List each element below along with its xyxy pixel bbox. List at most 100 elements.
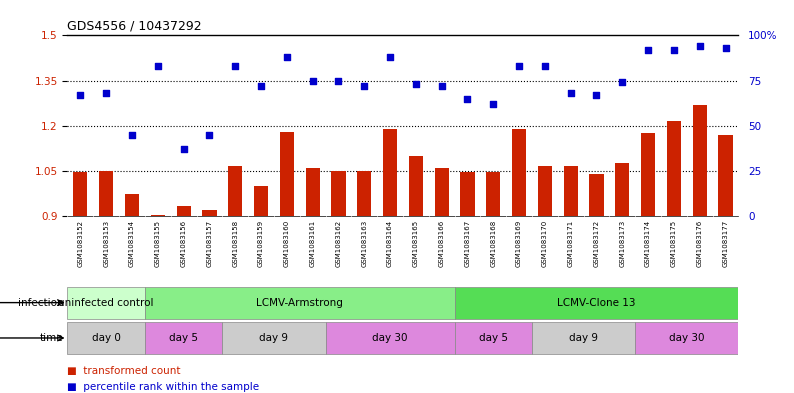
Bar [331, 171, 345, 216]
Bar [306, 168, 320, 216]
Text: GSM1083154: GSM1083154 [129, 220, 135, 266]
Text: uninfected control: uninfected control [59, 298, 154, 308]
Point [642, 47, 654, 53]
Text: GSM1083164: GSM1083164 [387, 220, 393, 267]
Point [358, 83, 371, 89]
Bar [512, 129, 526, 216]
Point [461, 95, 474, 102]
Point [513, 63, 526, 69]
Point [616, 79, 629, 86]
Bar [383, 129, 397, 216]
Text: GSM1083157: GSM1083157 [206, 220, 213, 267]
Text: GSM1083152: GSM1083152 [77, 220, 83, 266]
Point [668, 47, 680, 53]
Text: day 5: day 5 [479, 333, 508, 343]
Text: GSM1083153: GSM1083153 [103, 220, 110, 267]
Text: LCMV-Armstrong: LCMV-Armstrong [256, 298, 343, 308]
Text: GSM1083170: GSM1083170 [542, 220, 548, 267]
Bar [409, 156, 423, 216]
Point [125, 132, 138, 138]
Text: GSM1083169: GSM1083169 [516, 220, 522, 267]
Text: GSM1083156: GSM1083156 [180, 220, 187, 267]
Bar [125, 193, 139, 216]
Text: ■  percentile rank within the sample: ■ percentile rank within the sample [67, 382, 260, 392]
Text: GSM1083167: GSM1083167 [464, 220, 471, 267]
Bar [202, 210, 217, 216]
Bar [279, 132, 294, 216]
Bar [641, 133, 655, 216]
Bar [486, 173, 500, 216]
Bar [532, 322, 635, 354]
Point [203, 132, 216, 138]
Text: GSM1083161: GSM1083161 [310, 220, 316, 267]
Text: ■  transformed count: ■ transformed count [67, 366, 181, 376]
Text: GSM1083159: GSM1083159 [258, 220, 264, 267]
Point [152, 63, 164, 69]
Point [435, 83, 448, 89]
Point [590, 92, 603, 98]
Text: GSM1083160: GSM1083160 [283, 220, 290, 267]
Text: GSM1083168: GSM1083168 [490, 220, 496, 267]
Bar [67, 287, 145, 318]
Bar [151, 215, 165, 216]
Bar [667, 121, 681, 216]
Bar [326, 322, 454, 354]
Bar [357, 171, 372, 216]
Bar [719, 135, 733, 216]
Text: day 30: day 30 [669, 333, 704, 343]
Bar [538, 167, 552, 216]
Text: GSM1083172: GSM1083172 [593, 220, 599, 267]
Point [410, 81, 422, 87]
Bar [228, 167, 242, 216]
Text: day 9: day 9 [569, 333, 598, 343]
Text: time: time [40, 333, 64, 343]
Bar [454, 322, 532, 354]
Bar [222, 322, 326, 354]
Point [719, 45, 732, 51]
Text: GDS4556 / 10437292: GDS4556 / 10437292 [67, 20, 202, 33]
Bar [145, 287, 454, 318]
Text: GSM1083173: GSM1083173 [619, 220, 626, 267]
Bar [176, 206, 191, 216]
Text: day 0: day 0 [92, 333, 121, 343]
Bar [73, 173, 87, 216]
Point [280, 54, 293, 60]
Point [332, 77, 345, 84]
Text: GSM1083163: GSM1083163 [361, 220, 368, 267]
Text: GSM1083165: GSM1083165 [413, 220, 419, 267]
Point [229, 63, 241, 69]
Bar [615, 163, 630, 216]
Point [74, 92, 87, 98]
Bar [254, 186, 268, 216]
Bar [145, 322, 222, 354]
Point [487, 101, 499, 107]
Text: day 5: day 5 [169, 333, 198, 343]
Text: GSM1083162: GSM1083162 [335, 220, 341, 267]
Point [177, 146, 190, 152]
Bar [67, 322, 145, 354]
Text: GSM1083171: GSM1083171 [568, 220, 574, 267]
Text: GSM1083158: GSM1083158 [232, 220, 238, 267]
Bar [461, 173, 475, 216]
Text: GSM1083175: GSM1083175 [671, 220, 677, 267]
Point [693, 43, 706, 50]
Text: GSM1083166: GSM1083166 [438, 220, 445, 267]
Bar [454, 287, 738, 318]
Bar [589, 174, 603, 216]
Text: day 9: day 9 [260, 333, 288, 343]
Text: LCMV-Clone 13: LCMV-Clone 13 [557, 298, 636, 308]
Bar [635, 322, 738, 354]
Text: infection: infection [18, 298, 64, 308]
Text: GSM1083174: GSM1083174 [645, 220, 651, 267]
Text: GSM1083176: GSM1083176 [696, 220, 703, 267]
Point [255, 83, 268, 89]
Text: day 30: day 30 [372, 333, 408, 343]
Bar [434, 168, 449, 216]
Point [306, 77, 319, 84]
Point [538, 63, 551, 69]
Text: GSM1083177: GSM1083177 [723, 220, 729, 267]
Point [384, 54, 396, 60]
Point [100, 90, 113, 96]
Point [565, 90, 577, 96]
Text: GSM1083155: GSM1083155 [155, 220, 161, 266]
